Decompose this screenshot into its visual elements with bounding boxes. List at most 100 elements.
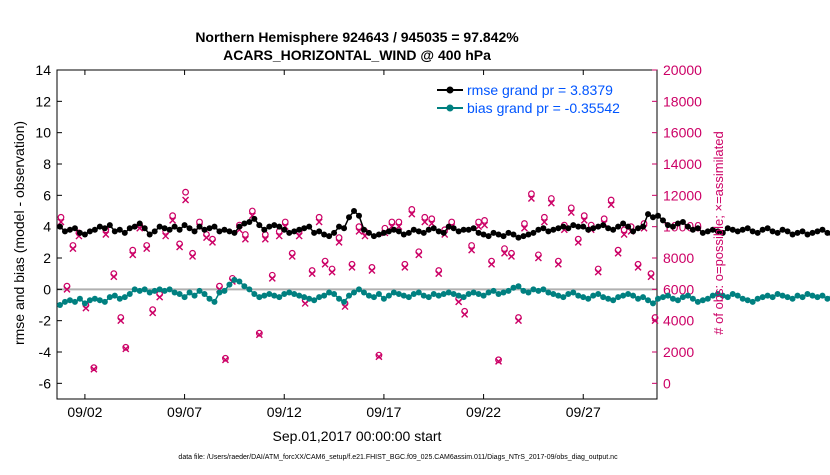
rmse-point (754, 229, 761, 236)
obs-assimilated-stroke (156, 293, 164, 301)
rmse-point (490, 229, 497, 236)
rmse-point (809, 229, 816, 236)
rmse-point (251, 215, 258, 222)
rmse-point (654, 212, 661, 219)
rmse-point (276, 223, 283, 230)
rmse-point (794, 229, 801, 236)
rmse-point (689, 226, 696, 233)
rmse-point (540, 225, 547, 232)
bias-point (505, 287, 512, 294)
bias-point (326, 289, 333, 296)
obs-assimilated-marker (574, 238, 582, 246)
rmse-point (156, 223, 163, 230)
bias-point (739, 295, 746, 302)
bias-point (485, 289, 492, 296)
obs-assimilated-stroke (514, 317, 522, 325)
bias-point (111, 292, 118, 299)
obs-assimilated-marker (308, 270, 316, 278)
rmse-point (764, 225, 771, 232)
y-tick-label-right: 0 (663, 375, 671, 391)
bias-point (351, 289, 358, 296)
obs-assimilated-marker (110, 273, 118, 281)
legend-entry-rmse: rmse grand pr = 3.8379 (437, 82, 613, 98)
bias-point (196, 287, 203, 294)
obs-assimilated-marker (527, 194, 535, 202)
rmse-point (415, 228, 422, 235)
bias-point (281, 291, 288, 298)
rmse-point (410, 226, 417, 233)
obs-possible-marker (448, 218, 456, 226)
rmse-point (784, 228, 791, 235)
bias-point (445, 289, 452, 296)
bias-point (600, 294, 607, 301)
obs-assimilated-marker (90, 365, 98, 373)
obs-assimilated-stroke (122, 345, 130, 353)
obs-assimilated-marker (514, 317, 522, 325)
y-tick-label-right: 18000 (663, 93, 702, 109)
rmse-point (116, 226, 123, 233)
x-tick-label: 09/02 (67, 404, 102, 420)
bias-point (729, 291, 736, 298)
bias-point (819, 292, 826, 299)
bias-point (106, 294, 113, 301)
rmse-point (291, 228, 298, 235)
rmse-point (91, 226, 98, 233)
bias-point (261, 292, 268, 299)
bias-point (375, 291, 382, 298)
obs-possible-marker (90, 364, 98, 372)
rmse-point (814, 228, 821, 235)
rmse-point (171, 223, 178, 230)
bias-point (191, 292, 198, 299)
bias-point (769, 294, 776, 301)
bias-point (495, 291, 502, 298)
bias-point (470, 289, 477, 296)
bias-point (425, 294, 432, 301)
plot-frame (56, 69, 658, 400)
bias-point (664, 292, 671, 299)
bias-point (774, 291, 781, 298)
bias-point (241, 283, 248, 290)
rmse-point (779, 226, 786, 233)
obs-assimilated-stroke (143, 245, 151, 253)
rmse-point (176, 226, 183, 233)
bias-point (405, 294, 412, 301)
obs-assimilated-stroke (102, 231, 110, 238)
rmse-point (719, 229, 726, 236)
obs-assimilated-marker (481, 221, 489, 229)
obs-assimilated-stroke (435, 270, 443, 278)
legend-marker (446, 104, 454, 112)
rmse-point (226, 228, 233, 235)
obs-assimilated-marker (189, 252, 197, 260)
bias-point (605, 295, 612, 302)
bias-point (71, 298, 78, 305)
legend-entry-bias: bias grand pr = -0.35542 (437, 100, 620, 116)
obs-assimilated-marker (455, 298, 463, 306)
obs-possible-marker (428, 215, 436, 223)
bias-point (779, 292, 786, 299)
bias-point (116, 295, 123, 302)
bias-point (380, 295, 387, 302)
rmse-point (435, 228, 442, 235)
bias-point (236, 278, 243, 285)
rmse-point (729, 226, 736, 233)
obs-assimilated-stroke (620, 231, 628, 238)
rmse-point (191, 228, 198, 235)
obs-assimilated-stroke (110, 273, 118, 281)
rmse-point (510, 231, 517, 238)
obs-assimilated-marker (368, 267, 376, 275)
rmse-point (520, 233, 527, 240)
rmse-point (500, 233, 507, 240)
bias-point (360, 289, 367, 296)
obs-assimilated-marker (203, 234, 210, 242)
bias-point (515, 283, 522, 290)
bias-point (719, 292, 726, 299)
rmse-point (495, 231, 502, 238)
rmse-point (645, 211, 652, 218)
rmse-point (560, 223, 567, 230)
obs-assimilated-stroke (607, 201, 615, 209)
obs-assimilated-marker (162, 232, 170, 240)
rmse-point (206, 225, 213, 232)
rmse-point (395, 228, 402, 235)
bias-point (56, 302, 63, 308)
